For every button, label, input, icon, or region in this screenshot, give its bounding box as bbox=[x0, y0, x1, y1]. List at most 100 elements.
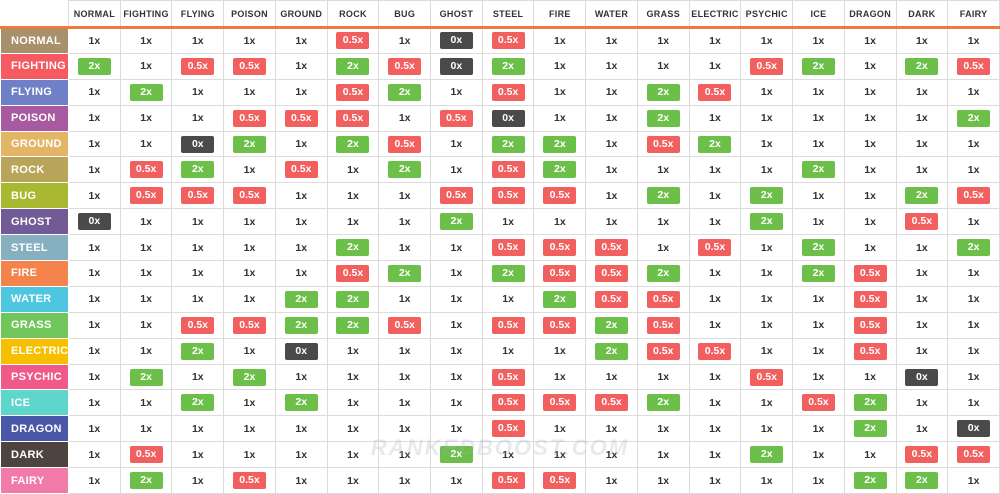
cell-fairy-vs-ice: 1x bbox=[792, 467, 845, 494]
cell-normal-vs-fairy: 1x bbox=[947, 27, 1000, 54]
cell-grass-vs-bug: 0.5x bbox=[378, 311, 432, 339]
cell-rock-vs-steel: 0.5x bbox=[481, 156, 535, 184]
multiplier-text: 1x bbox=[295, 267, 308, 280]
cell-ghost-vs-electric: 1x bbox=[688, 208, 742, 236]
cell-grass-vs-steel: 0.5x bbox=[481, 311, 535, 339]
multiplier-text: 1x bbox=[605, 163, 618, 176]
multiplier-badge: 2x bbox=[543, 290, 577, 308]
multiplier-text: 1x bbox=[916, 34, 928, 47]
cell-fire-vs-ground: 1x bbox=[274, 260, 328, 287]
cell-rock-vs-ghost: 1x bbox=[430, 156, 483, 184]
cell-poison-vs-fighting: 1x bbox=[119, 104, 173, 132]
multiplier-badge: 2x bbox=[957, 239, 991, 257]
column-header-ice: ICE bbox=[792, 0, 845, 29]
cell-fighting-vs-steel: 2x bbox=[481, 52, 535, 80]
multiplier-text: 1x bbox=[760, 163, 773, 176]
multiplier-text: 1x bbox=[450, 267, 463, 280]
table-row-fairy: FAIRY 1x 2x 1x 0.5x 1x 1x 1x 1x 0.5x 0.5x 1x 1x 1x 1x 1… bbox=[0, 467, 1000, 494]
multiplier-text: 1x bbox=[916, 138, 928, 150]
cell-ground-vs-electric: 2x bbox=[688, 130, 742, 158]
cell-normal-vs-ground: 1x bbox=[274, 27, 328, 54]
multiplier-text: 1x bbox=[347, 371, 359, 384]
cell-grass-vs-rock: 2x bbox=[326, 311, 380, 339]
cell-steel-vs-dark: 1x bbox=[895, 234, 949, 262]
multiplier-text: 1x bbox=[916, 319, 928, 332]
cell-fighting-vs-dragon: 1x bbox=[843, 52, 897, 80]
multiplier-text: 1x bbox=[709, 371, 721, 384]
multiplier-badge: 0.5x bbox=[543, 187, 577, 205]
cell-dark-vs-grass: 1x bbox=[636, 441, 690, 469]
column-header-grass: GRASS bbox=[636, 0, 690, 29]
multiplier-text: 1x bbox=[709, 396, 721, 409]
cell-ice-vs-rock: 1x bbox=[326, 389, 380, 417]
multiplier-badge: 0x bbox=[77, 213, 111, 231]
cell-dark-vs-normal: 1x bbox=[68, 441, 121, 469]
multiplier-badge: 0.5x bbox=[491, 472, 525, 490]
multiplier-text: 1x bbox=[812, 371, 825, 384]
cell-psychic-vs-fighting: 2x bbox=[119, 363, 173, 391]
header-row: NORMAL FIGHTING FLYING POISON GROUND ROCK BUG G… bbox=[0, 0, 1000, 29]
multiplier-text: 1x bbox=[295, 422, 308, 435]
multiplier-badge: 0.5x bbox=[543, 239, 577, 257]
multiplier-text: 1x bbox=[967, 138, 980, 150]
cell-steel-vs-bug: 1x bbox=[378, 234, 432, 262]
table-row-dark: DARK 1x 0.5x 1x 1x 1x 1x 1x 2x 1x 1x 1x 1x 1x 2x 1x 1x 0.… bbox=[0, 441, 1000, 469]
cell-bug-vs-ground: 1x bbox=[274, 182, 328, 210]
multiplier-text: 1x bbox=[398, 474, 411, 487]
row-header-electric: ELECTRIC bbox=[0, 337, 69, 365]
multiplier-text: 1x bbox=[88, 241, 101, 254]
multiplier-text: 1x bbox=[140, 112, 152, 125]
multiplier-text: 1x bbox=[502, 293, 514, 306]
multiplier-badge: 2x bbox=[181, 342, 215, 360]
table-row-normal: NORMAL 1x 1x 1x 1x 1x 0.5x 1x 0x 0.5x 1x 1x 1x 1x 1x 1x… bbox=[0, 27, 1000, 54]
cell-flying-vs-psychic: 1x bbox=[740, 78, 794, 106]
cell-bug-vs-dark: 2x bbox=[895, 182, 949, 210]
row-header-ghost: GHOST bbox=[0, 208, 69, 236]
cell-electric-vs-dark: 1x bbox=[895, 337, 949, 365]
cell-rock-vs-normal: 1x bbox=[68, 156, 121, 184]
multiplier-text: 1x bbox=[191, 215, 204, 228]
cell-flying-vs-ghost: 1x bbox=[430, 78, 483, 106]
multiplier-badge: 0.5x bbox=[853, 264, 887, 282]
table-row-dragon: DRAGON 1x 1x 1x 1x 1x 1x 1x 1x 0.5x 1x 1x 1x 1x 1x 1x 2x… bbox=[0, 415, 1000, 443]
cell-fire-vs-electric: 1x bbox=[688, 260, 742, 287]
column-header-dragon: DRAGON bbox=[843, 0, 897, 29]
cell-ground-vs-steel: 2x bbox=[481, 130, 535, 158]
cell-ghost-vs-grass: 1x bbox=[636, 208, 690, 236]
multiplier-badge: 0.5x bbox=[284, 161, 318, 179]
multiplier-text: 1x bbox=[657, 215, 670, 228]
multiplier-text: 1x bbox=[553, 86, 566, 99]
table-row-poison: POISON 1x 1x 1x 0.5x 0.5x 0.5x 1x 0.5x 0x 1x 1x 2x 1x… bbox=[0, 104, 1000, 132]
multiplier-badge: 0x bbox=[181, 135, 215, 153]
multiplier-badge: 2x bbox=[284, 290, 318, 308]
multiplier-text: 1x bbox=[88, 34, 101, 47]
cell-dragon-vs-normal: 1x bbox=[68, 415, 121, 443]
multiplier-badge: 0.5x bbox=[595, 290, 629, 308]
cell-fighting-vs-water: 1x bbox=[585, 52, 638, 80]
cell-bug-vs-ice: 1x bbox=[792, 182, 845, 210]
cell-dark-vs-dark: 0.5x bbox=[895, 441, 949, 469]
multiplier-text: 1x bbox=[88, 112, 101, 125]
multiplier-text: 1x bbox=[605, 60, 618, 73]
cell-fighting-vs-poison: 0.5x bbox=[223, 52, 276, 80]
cell-ground-vs-normal: 1x bbox=[68, 130, 121, 158]
multiplier-text: 1x bbox=[709, 112, 721, 125]
cell-dark-vs-water: 1x bbox=[585, 441, 638, 469]
multiplier-text: 1x bbox=[347, 345, 359, 358]
multiplier-badge: 2x bbox=[646, 83, 680, 101]
cell-bug-vs-steel: 0.5x bbox=[481, 182, 535, 210]
multiplier-badge: 2x bbox=[129, 83, 163, 101]
cell-fire-vs-water: 0.5x bbox=[585, 260, 638, 287]
cell-bug-vs-fairy: 0.5x bbox=[947, 182, 1000, 210]
cell-ghost-vs-flying: 1x bbox=[171, 208, 225, 236]
cell-normal-vs-rock: 0.5x bbox=[326, 27, 380, 54]
cell-poison-vs-fairy: 2x bbox=[947, 104, 1000, 132]
multiplier-text: 1x bbox=[398, 345, 411, 358]
cell-steel-vs-steel: 0.5x bbox=[481, 234, 535, 262]
multiplier-text: 1x bbox=[967, 34, 980, 47]
multiplier-badge: 0.5x bbox=[181, 57, 215, 75]
cell-ground-vs-ground: 1x bbox=[274, 130, 328, 158]
multiplier-badge: 0.5x bbox=[646, 135, 680, 153]
multiplier-text: 1x bbox=[295, 371, 308, 384]
multiplier-badge: 2x bbox=[905, 57, 939, 75]
